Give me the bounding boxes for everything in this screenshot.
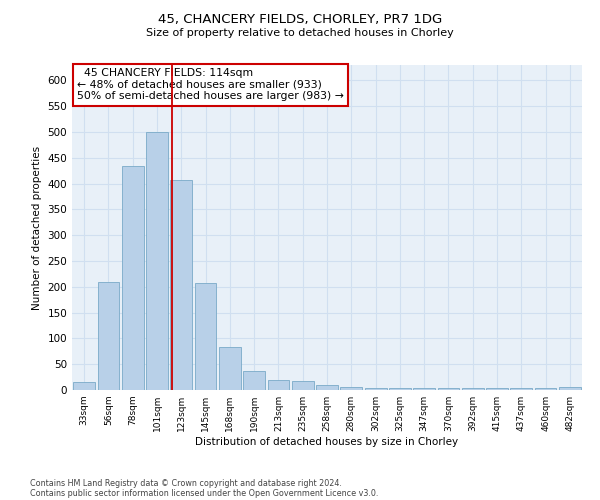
Text: 45 CHANCERY FIELDS: 114sqm  
← 48% of detached houses are smaller (933)
50% of s: 45 CHANCERY FIELDS: 114sqm ← 48% of deta… (77, 68, 344, 102)
Bar (389, 388, 411, 390)
Bar (292, 381, 314, 390)
Bar (170, 180, 192, 390)
Bar (365, 388, 386, 390)
Bar (535, 388, 556, 390)
Bar (340, 388, 362, 390)
Bar (316, 385, 338, 390)
Bar (97, 282, 119, 390)
Bar (413, 388, 435, 390)
Bar (268, 380, 289, 390)
Bar (462, 388, 484, 390)
Bar (486, 388, 508, 390)
Bar (243, 371, 265, 390)
Bar (511, 388, 532, 390)
Text: 45, CHANCERY FIELDS, CHORLEY, PR7 1DG: 45, CHANCERY FIELDS, CHORLEY, PR7 1DG (158, 12, 442, 26)
X-axis label: Distribution of detached houses by size in Chorley: Distribution of detached houses by size … (196, 437, 458, 447)
Bar (219, 347, 241, 390)
Bar (559, 388, 581, 390)
Bar (73, 382, 95, 390)
Text: Contains HM Land Registry data © Crown copyright and database right 2024.: Contains HM Land Registry data © Crown c… (30, 478, 342, 488)
Y-axis label: Number of detached properties: Number of detached properties (32, 146, 42, 310)
Bar (437, 388, 460, 390)
Bar (146, 132, 168, 390)
Text: Size of property relative to detached houses in Chorley: Size of property relative to detached ho… (146, 28, 454, 38)
Bar (194, 283, 217, 390)
Bar (122, 166, 143, 390)
Text: Contains public sector information licensed under the Open Government Licence v3: Contains public sector information licen… (30, 489, 379, 498)
